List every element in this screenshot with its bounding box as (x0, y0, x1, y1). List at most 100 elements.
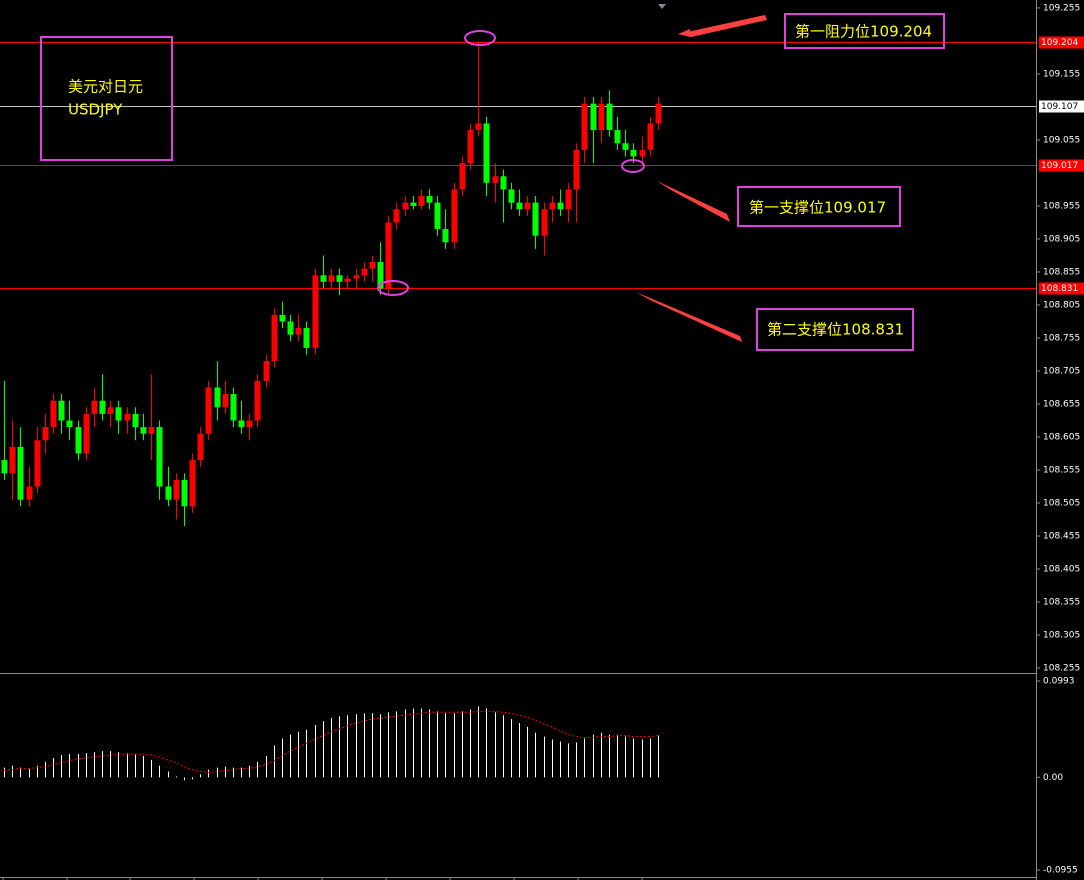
main-panel: 108.255 108.305 108.355 108.405 108.455 108.5… (0, 3, 1084, 674)
candle-body (132, 413, 139, 428)
candle-body (312, 275, 319, 348)
candle-body (647, 123, 654, 150)
candle-body (124, 413, 131, 421)
price-label-bg (1039, 100, 1084, 113)
y-tick-label: 108.305 (1043, 631, 1080, 641)
y-tick-label: 108.555 (1043, 466, 1080, 476)
candle-body (1, 460, 8, 474)
candle-body (483, 123, 490, 183)
candle-body (361, 268, 368, 276)
candle-body (630, 149, 637, 157)
annotation-box (737, 186, 901, 227)
candle-body (442, 229, 449, 243)
candle-body (58, 400, 65, 421)
candle-body (328, 275, 335, 282)
candle-body (107, 407, 114, 414)
candle-body (459, 163, 466, 190)
y-tick-label: 108.255 (1043, 664, 1080, 674)
candle-body (26, 486, 33, 500)
arrow (678, 15, 767, 37)
candle-body (83, 413, 90, 454)
candle-body (50, 400, 57, 428)
candle-body (75, 427, 82, 454)
candle-body (17, 446, 24, 500)
candle-body (500, 176, 507, 190)
candle-body (369, 262, 376, 269)
price-label-bg (1039, 159, 1084, 172)
candle-body (353, 275, 360, 279)
y-tick-label: 108.655 (1043, 399, 1080, 409)
arrow (636, 292, 742, 342)
y-tick-label: 108.805 (1043, 300, 1080, 310)
price-label: 108.831 (1041, 284, 1078, 294)
candle-body (295, 328, 302, 335)
candle-body (165, 486, 172, 500)
candle-body (410, 202, 417, 206)
candle-body (181, 479, 188, 507)
price-label: 109.017 (1041, 161, 1078, 171)
arrow (657, 181, 730, 222)
candle-body (590, 103, 597, 131)
y-tick-label: 108.855 (1043, 267, 1080, 277)
chart-subtitle: USDJPY (68, 101, 123, 119)
candle-body (222, 394, 229, 408)
price-label: 109.107 (1041, 102, 1078, 112)
candle-body (287, 321, 294, 335)
candle-body (344, 278, 351, 282)
y-tick-label: 108.905 (1043, 234, 1080, 244)
candle-body (156, 427, 163, 487)
candle-body (99, 400, 106, 414)
candle-body (336, 275, 343, 282)
y-tick-label: 0.0993 (1043, 677, 1075, 687)
candle-body (557, 202, 564, 210)
candle-body (639, 149, 646, 157)
candle-body (581, 103, 588, 150)
candle-body (320, 275, 327, 282)
annotation: 第二支撑位108.831 (767, 321, 904, 339)
annotation-box (756, 308, 914, 351)
candle-body (42, 427, 49, 441)
y-tick-label: -0.0955 (1043, 866, 1078, 876)
title-box (40, 36, 173, 161)
candle-body (140, 427, 147, 434)
annotation: 第一阻力位109.204 (795, 23, 932, 41)
y-tick-label: 109.255 (1043, 3, 1080, 13)
price-label-bg (1039, 282, 1084, 295)
y-tick-label: 108.355 (1043, 598, 1080, 608)
candle-body (66, 420, 73, 428)
candle-body (402, 202, 409, 210)
arrow-head (678, 29, 691, 37)
candle-body (279, 314, 286, 322)
candle-body (516, 202, 523, 210)
scroll-marker (658, 4, 666, 9)
highlight-ellipse (464, 30, 496, 46)
candle-body (189, 460, 196, 507)
candle-body (606, 103, 613, 131)
candle-body (573, 149, 580, 190)
y-tick-label: 109.155 (1043, 69, 1080, 79)
candle-body (532, 202, 539, 236)
candle-body (549, 202, 556, 210)
y-tick-label: 108.455 (1043, 532, 1080, 542)
candle-body (9, 446, 16, 474)
indicator-panel: 0.0993 0.00 -0.0955 (3, 677, 1078, 876)
candle-body (451, 189, 458, 243)
candle-body (385, 222, 392, 289)
y-tick-label: 108.705 (1043, 366, 1080, 376)
candle-body (254, 380, 261, 421)
highlight-ellipse (377, 280, 409, 296)
candle-body (655, 103, 662, 124)
candle-body (492, 176, 499, 183)
candle-body (246, 420, 253, 428)
candle-body (475, 123, 482, 131)
highlight-ellipse (621, 159, 645, 173)
candle-body (614, 130, 621, 144)
candle-body (426, 196, 433, 203)
candle-body (303, 328, 310, 348)
candle-body (115, 407, 122, 421)
candle-body (34, 440, 41, 487)
candle-body (263, 361, 270, 381)
candle-body (238, 420, 245, 428)
candle-body (214, 387, 221, 408)
